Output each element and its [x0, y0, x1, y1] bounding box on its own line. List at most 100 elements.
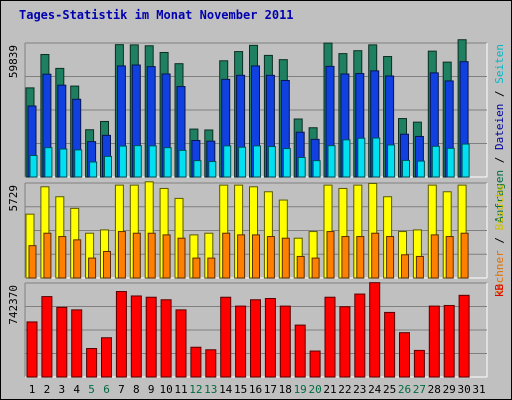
legend-label: Seiten: [493, 44, 506, 84]
bar-seiten-day-13: [208, 161, 217, 178]
x-tick-label-7: 7: [118, 383, 125, 396]
bar-rechner-day-22: [341, 236, 350, 279]
bar-kb-day-2: [41, 296, 53, 378]
panel-bottom: 742370 kB: [7, 282, 506, 378]
bar-seiten-day-21: [327, 145, 336, 178]
right-legend-bottom: kB: [493, 284, 506, 298]
legend-label: Dateien: [493, 104, 506, 150]
bar-seiten-day-11: [178, 149, 187, 178]
bar-rechner-day-3: [58, 236, 67, 279]
y-max-label: 742370: [7, 285, 20, 325]
x-axis-labels: 1 2 3 4 5 6 7 8 9 10 11 12 13 14 15 16 17 18 19 20 21 22 23 24 2…: [29, 383, 486, 396]
bar-seiten-day-1: [29, 155, 38, 178]
x-tick-label-8: 8: [133, 383, 140, 396]
bar-rechner-day-2: [43, 232, 52, 279]
bar-kb-day-20: [309, 350, 321, 378]
legend-label: /: [493, 230, 506, 250]
bar-seiten-day-26: [402, 159, 410, 178]
bar-rechner-day-14: [222, 232, 231, 279]
bar-kb-day-17: [264, 297, 276, 378]
x-tick-label-31: 31: [472, 383, 485, 396]
bar-kb-day-18: [279, 305, 291, 378]
bar-kb-day-30: [458, 294, 470, 378]
bar-rechner-day-8: [132, 232, 141, 279]
x-tick-label-10: 10: [159, 383, 172, 396]
bar-rechner-day-24: [371, 232, 380, 279]
bar-kb-day-26: [399, 332, 410, 378]
bar-kb-day-22: [339, 306, 351, 378]
bar-seiten-day-16: [253, 145, 261, 178]
x-tick-label-15: 15: [234, 383, 247, 396]
bar-kb-day-1: [26, 321, 38, 378]
bar-rechner-day-23: [356, 236, 365, 279]
bar-kb-day-15: [235, 305, 247, 378]
x-tick-label-19: 19: [294, 383, 307, 396]
bar-rechner-day-21: [326, 231, 335, 279]
bar-seiten-day-8: [133, 145, 142, 178]
x-tick-label-1: 1: [29, 383, 36, 396]
bar-seiten-day-12: [193, 160, 202, 178]
bar-seiten-day-14: [223, 145, 232, 178]
bar-seiten-day-28: [431, 145, 440, 178]
x-tick-label-26: 26: [398, 383, 411, 396]
bar-kb-day-13: [205, 349, 217, 378]
bar-seiten-day-18: [282, 148, 291, 178]
bar-rechner-day-1: [28, 245, 37, 279]
bar-kb-day-27: [413, 349, 425, 378]
bar-seiten-day-22: [342, 139, 351, 178]
x-tick-label-30: 30: [457, 383, 470, 396]
x-tick-label-21: 21: [323, 383, 336, 396]
x-tick-label-24: 24: [368, 383, 382, 396]
bar-kb-day-7: [115, 291, 127, 378]
bar-seiten-day-5: [89, 161, 98, 178]
bar-kb-day-28: [428, 305, 440, 378]
bar-rechner-day-28: [430, 234, 439, 279]
legend-label: Anfragen: [493, 170, 506, 223]
x-tick-label-28: 28: [428, 383, 441, 396]
x-tick-label-9: 9: [148, 383, 155, 396]
bar-seiten-day-6: [104, 155, 112, 178]
bar-seiten-day-17: [267, 146, 276, 178]
bar-kb-day-24: [369, 282, 381, 378]
bar-kb-day-4: [71, 309, 83, 378]
bar-kb-day-5: [86, 348, 98, 378]
x-tick-label-2: 2: [44, 383, 51, 396]
bar-rechner-day-4: [73, 239, 82, 279]
bar-rechner-day-13: [207, 257, 216, 279]
bar-seiten-day-25: [387, 144, 396, 178]
bar-rechner-day-19: [296, 255, 305, 279]
bar-seiten-day-30: [461, 143, 470, 178]
bar-rechner-day-11: [177, 237, 186, 279]
bar-seiten-day-19: [297, 157, 306, 178]
bar-rechner-day-10: [162, 234, 171, 279]
bar-rechner-day-27: [415, 255, 424, 279]
x-tick-label-18: 18: [279, 383, 292, 396]
bar-seiten-day-9: [148, 145, 157, 178]
right-legend-top: Anfragen / Dateien / Seiten: [493, 44, 506, 223]
bar-rechner-day-6: [103, 250, 111, 279]
bar-seiten-day-24: [372, 137, 381, 178]
x-tick-label-29: 29: [443, 383, 456, 396]
legend-label: kB: [493, 284, 506, 298]
y-max-label: 5729: [7, 185, 20, 212]
bar-seiten-day-10: [163, 147, 172, 178]
y-max-label: 59839: [7, 45, 20, 78]
bar-kb-day-6: [101, 337, 112, 378]
bar-seiten-day-29: [446, 147, 455, 178]
bar-kb-day-21: [324, 296, 336, 378]
x-tick-label-27: 27: [413, 383, 426, 396]
x-tick-label-17: 17: [264, 383, 277, 396]
bar-kb-day-23: [354, 293, 366, 378]
bar-rechner-day-5: [88, 257, 97, 279]
right-legend-middle: Rechner / Besuche: [493, 184, 506, 297]
bar-seiten-day-4: [74, 149, 83, 178]
bar-kb-day-29: [443, 304, 455, 378]
bar-kb-day-16: [250, 299, 261, 378]
bar-seiten-day-7: [118, 145, 127, 178]
bar-kb-day-9: [145, 296, 157, 378]
x-tick-label-5: 5: [88, 383, 95, 396]
x-tick-label-12: 12: [189, 383, 202, 396]
legend-label: Rechner: [493, 250, 506, 297]
bar-kb-day-19: [294, 324, 306, 378]
